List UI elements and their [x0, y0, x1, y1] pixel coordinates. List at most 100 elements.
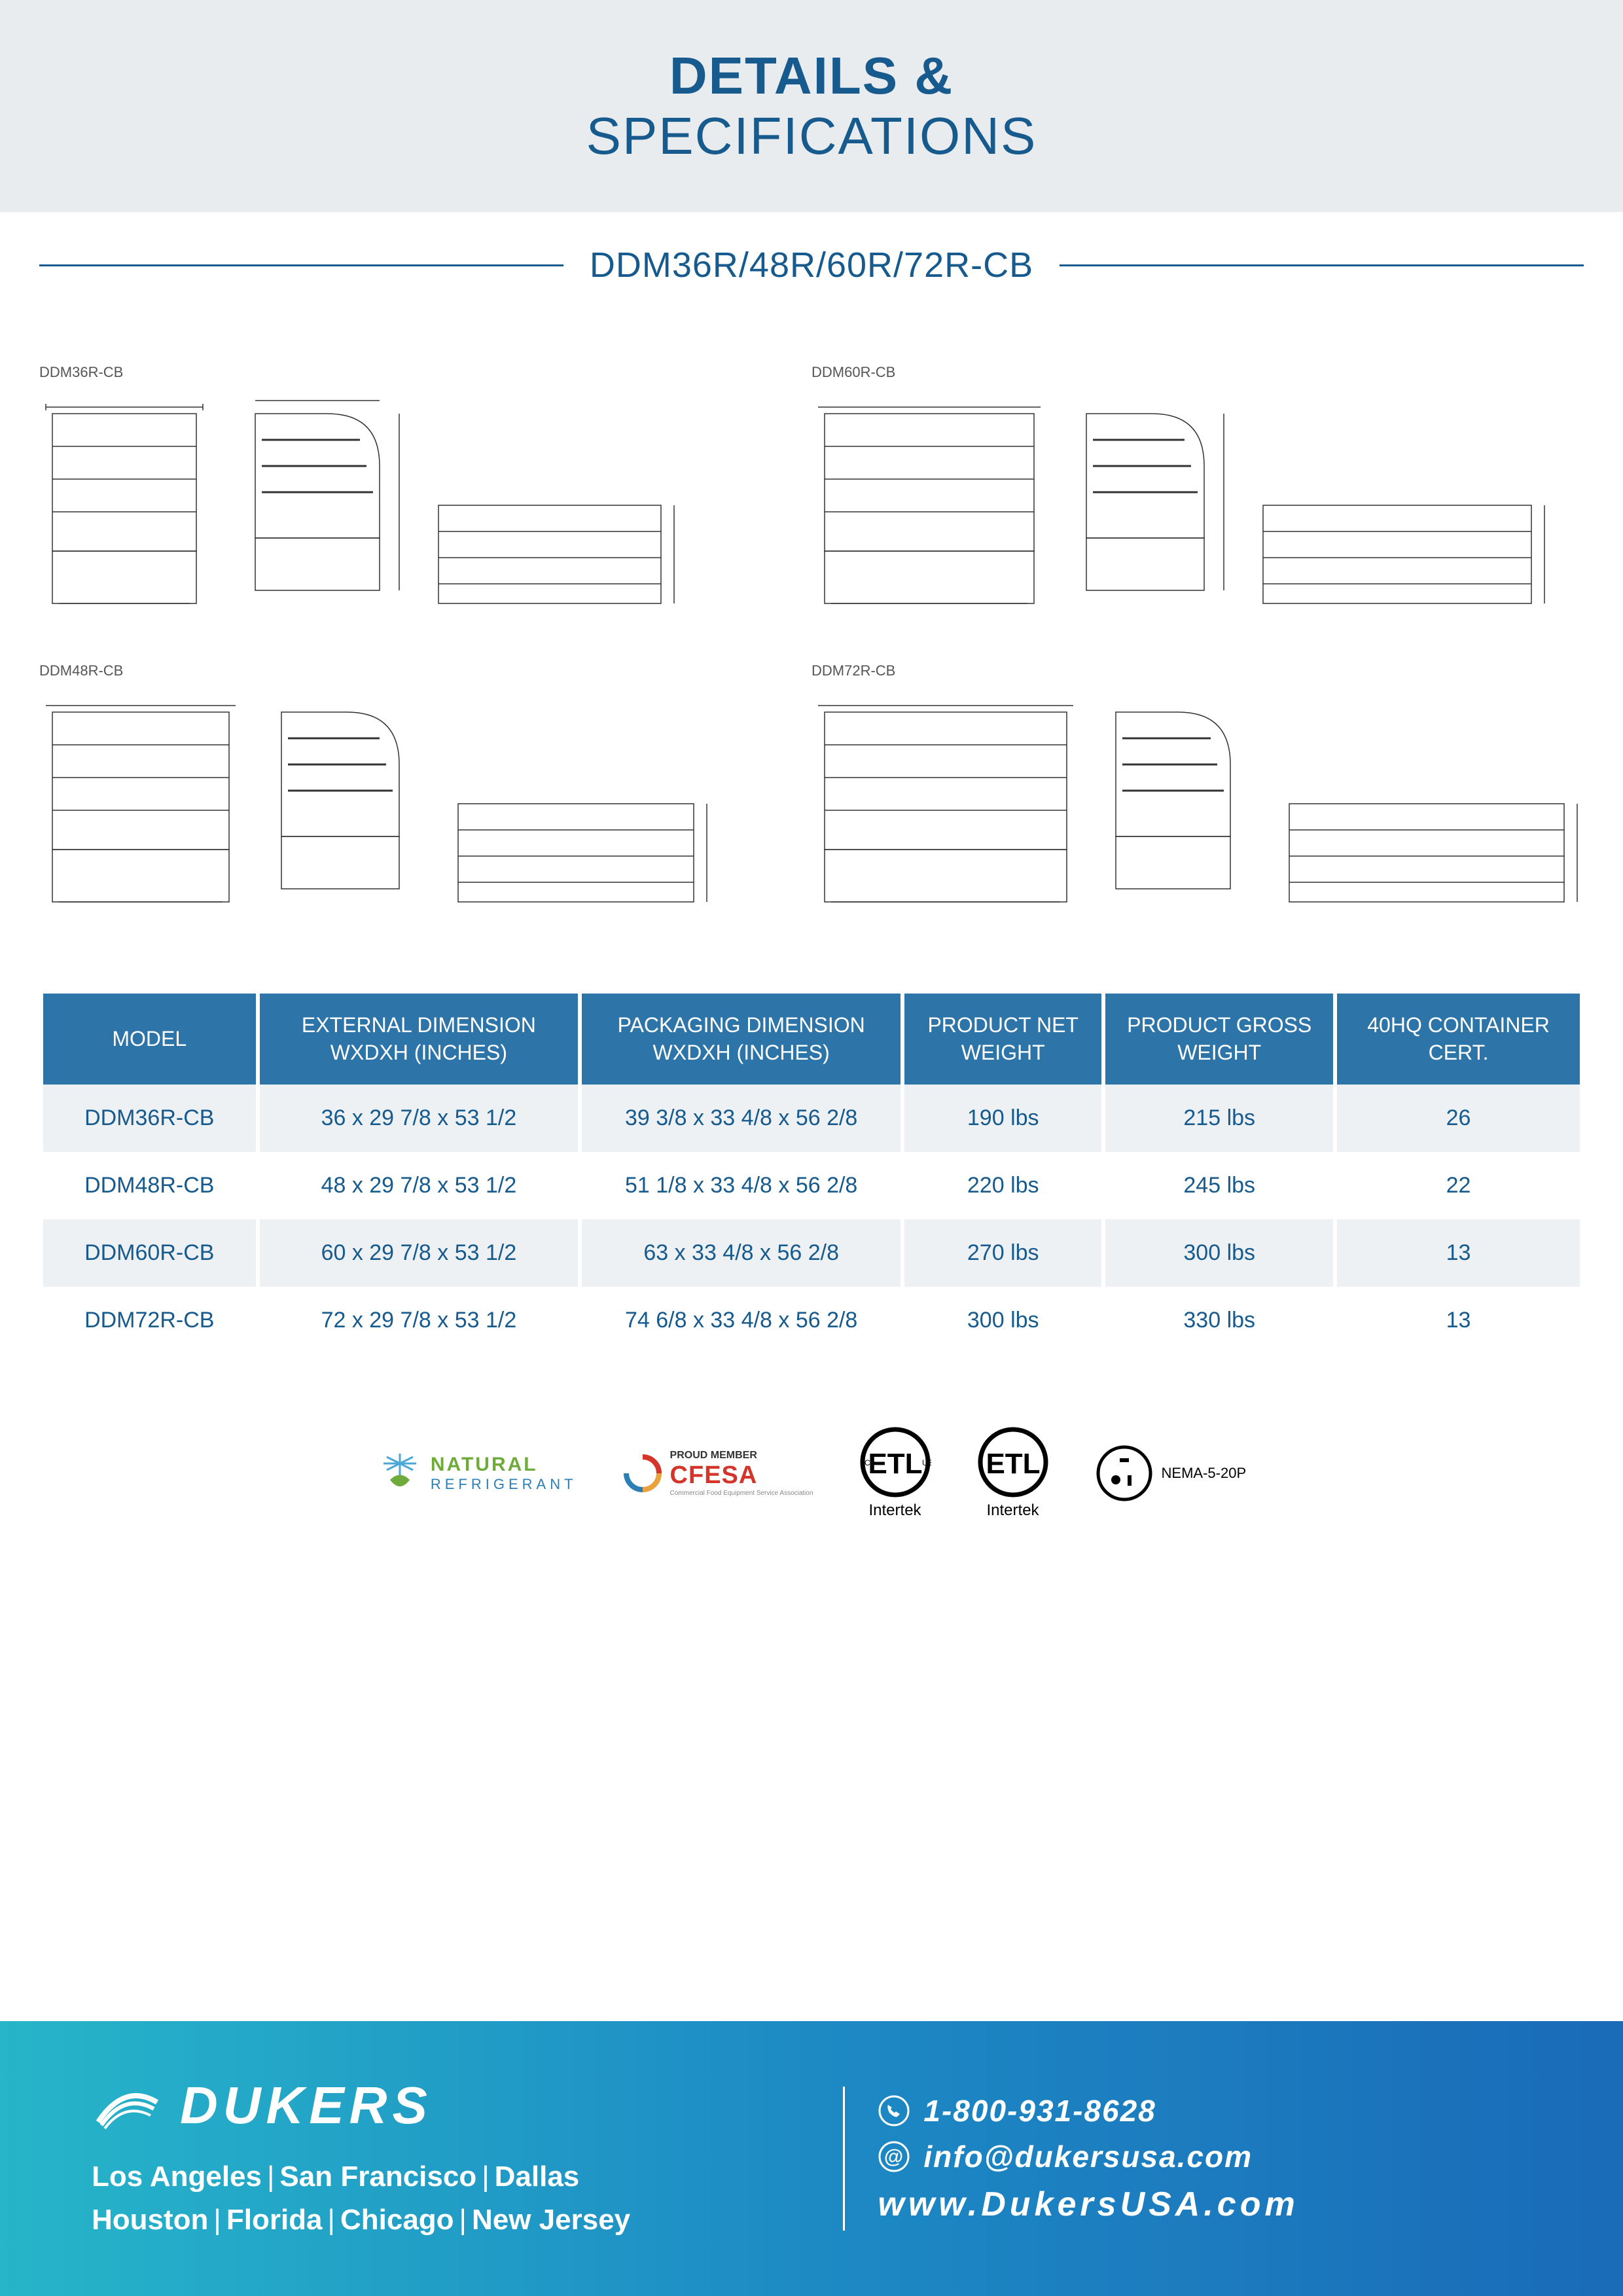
footer-brand: DUKERS [92, 2075, 843, 2136]
svg-text:ETL: ETL [868, 1448, 922, 1480]
table-cell: DDM60R-CB [43, 1219, 256, 1287]
col-net-weight: PRODUCT NET WEIGHT [904, 994, 1101, 1085]
etl-sanitation-logo: ETL Intertek [977, 1426, 1049, 1520]
diagram-label: DDM60R-CB [812, 364, 1584, 381]
diagram-label: DDM36R-CB [39, 364, 785, 381]
etl-icon: ETL [977, 1426, 1049, 1498]
table-cell: 245 lbs [1105, 1152, 1333, 1219]
svg-text:C: C [865, 1458, 870, 1467]
table-cell: 39 3/8 x 33 4/8 x 56 2/8 [582, 1085, 901, 1152]
diagram-ddm48r: DDM48R-CB [39, 662, 785, 922]
side-view-icon [1067, 387, 1237, 623]
nema-text: NEMA-5-20P [1162, 1465, 1247, 1482]
model-range: DDM36R/48R/60R/72R-CB [590, 245, 1033, 285]
svg-text:US: US [922, 1458, 931, 1467]
table-cell: 13 [1337, 1219, 1580, 1287]
intertek-text: Intertek [869, 1501, 921, 1520]
header-title-line2: SPECIFICATIONS [0, 106, 1623, 166]
diagram-ddm72r: DDM72R-CB [812, 662, 1584, 922]
table-row: DDM60R-CB60 x 29 7/8 x 53 1/263 x 33 4/8… [43, 1219, 1580, 1287]
divider-line [1060, 264, 1584, 266]
cfesa-logo: PROUD MEMBER CFESA Commercial Food Equip… [623, 1450, 813, 1497]
cfesa-text: CFESA [670, 1462, 813, 1490]
table-cell: 190 lbs [904, 1085, 1101, 1152]
subheader: DDM36R/48R/60R/72R-CB [39, 245, 1584, 285]
diagram-views [812, 387, 1584, 623]
table-cell: 215 lbs [1105, 1085, 1333, 1152]
front-view-icon [39, 699, 242, 922]
top-view-icon [432, 492, 681, 623]
footer-phone: 1-800-931-8628 [878, 2093, 1531, 2128]
table-row: DDM36R-CB36 x 29 7/8 x 53 1/239 3/8 x 33… [43, 1085, 1580, 1152]
footer-email: @ info@dukersusa.com [878, 2139, 1531, 2174]
divider-line [39, 264, 563, 266]
footer-website: www.DukersUSA.com [878, 2185, 1531, 2224]
natural-refrigerant-logo: NATURAL REFRIGERANT [377, 1450, 577, 1496]
table-cell: 220 lbs [904, 1152, 1101, 1219]
diagram-ddm60r: DDM60R-CB [812, 364, 1584, 623]
footer-left: DUKERS Los Angeles|San Francisco|Dallas … [92, 2075, 843, 2242]
snowflake-leaf-icon [377, 1450, 423, 1496]
svg-text:ETL: ETL [986, 1448, 1040, 1480]
etl-listed-logo: ETL C US Intertek [859, 1426, 931, 1520]
nema-plug-logo: NEMA-5-20P [1095, 1444, 1247, 1503]
intertek-text: Intertek [987, 1501, 1039, 1520]
diagram-views [39, 387, 785, 623]
diagram-views [812, 686, 1584, 922]
front-view-icon [812, 699, 1080, 922]
table-cell: 74 6/8 x 33 4/8 x 56 2/8 [582, 1287, 901, 1354]
header-title-line1: DETAILS & [0, 46, 1623, 106]
diagram-grid: DDM36R-CB DDM60R-CB [39, 364, 1584, 922]
side-view-icon [262, 686, 432, 922]
proud-member-text: PROUD MEMBER [670, 1450, 813, 1462]
col-model: MODEL [43, 994, 256, 1085]
table-cell: 330 lbs [1105, 1287, 1333, 1354]
table-cell: 51 1/8 x 33 4/8 x 56 2/8 [582, 1152, 901, 1219]
col-ext-dim: EXTERNAL DIMENSION WXDXH (INCHES) [260, 994, 579, 1085]
table-cell: 72 x 29 7/8 x 53 1/2 [260, 1287, 579, 1354]
spec-table: MODEL EXTERNAL DIMENSION WXDXH (INCHES) … [39, 994, 1584, 1354]
front-view-icon [39, 401, 209, 623]
diagram-label: DDM72R-CB [812, 662, 1584, 679]
front-view-icon [812, 401, 1047, 623]
table-cell: 22 [1337, 1152, 1580, 1219]
table-cell: 48 x 29 7/8 x 53 1/2 [260, 1152, 579, 1219]
table-header-row: MODEL EXTERNAL DIMENSION WXDXH (INCHES) … [43, 994, 1580, 1085]
cfesa-sub: Commercial Food Equipment Service Associ… [670, 1490, 813, 1497]
table-cell: 60 x 29 7/8 x 53 1/2 [260, 1219, 579, 1287]
footer-divider [843, 2087, 845, 2231]
table-cell: DDM48R-CB [43, 1152, 256, 1219]
etl-icon: ETL C US [859, 1426, 931, 1498]
col-gross-weight: PRODUCT GROSS WEIGHT [1105, 994, 1333, 1085]
dukers-logo-icon [92, 2076, 164, 2135]
col-pkg-dim: PACKAGING DIMENSION WXDXH (INCHES) [582, 994, 901, 1085]
phone-icon [878, 2094, 910, 2127]
top-view-icon [1257, 492, 1551, 623]
brand-name: DUKERS [180, 2075, 433, 2136]
footer-right: 1-800-931-8628 @ info@dukersusa.com www.… [878, 2093, 1531, 2224]
footer-locations: Los Angeles|San Francisco|Dallas Houston… [92, 2155, 843, 2242]
table-cell: 13 [1337, 1287, 1580, 1354]
col-container: 40HQ CONTAINER CERT. [1337, 994, 1580, 1085]
side-view-icon [229, 387, 412, 623]
header-banner: DETAILS & SPECIFICATIONS [0, 0, 1623, 212]
natural-text: NATURAL [431, 1454, 577, 1476]
table-row: DDM48R-CB48 x 29 7/8 x 53 1/251 1/8 x 33… [43, 1152, 1580, 1219]
top-view-icon [452, 791, 713, 922]
table-cell: 300 lbs [904, 1287, 1101, 1354]
table-cell: 26 [1337, 1085, 1580, 1152]
email-icon: @ [878, 2140, 910, 2173]
footer: DUKERS Los Angeles|San Francisco|Dallas … [0, 2021, 1623, 2296]
plug-icon [1095, 1444, 1154, 1503]
table-cell: 300 lbs [1105, 1219, 1333, 1287]
table-cell: 63 x 33 4/8 x 56 2/8 [582, 1219, 901, 1287]
table-cell: 270 lbs [904, 1219, 1101, 1287]
cfesa-swirl-icon [623, 1454, 662, 1493]
table-cell: 36 x 29 7/8 x 53 1/2 [260, 1085, 579, 1152]
top-view-icon [1283, 791, 1584, 922]
refrigerant-text: REFRIGERANT [431, 1476, 577, 1493]
svg-text:@: @ [884, 2146, 904, 2168]
side-view-icon [1099, 686, 1263, 922]
table-row: DDM72R-CB72 x 29 7/8 x 53 1/274 6/8 x 33… [43, 1287, 1580, 1354]
diagram-label: DDM48R-CB [39, 662, 785, 679]
